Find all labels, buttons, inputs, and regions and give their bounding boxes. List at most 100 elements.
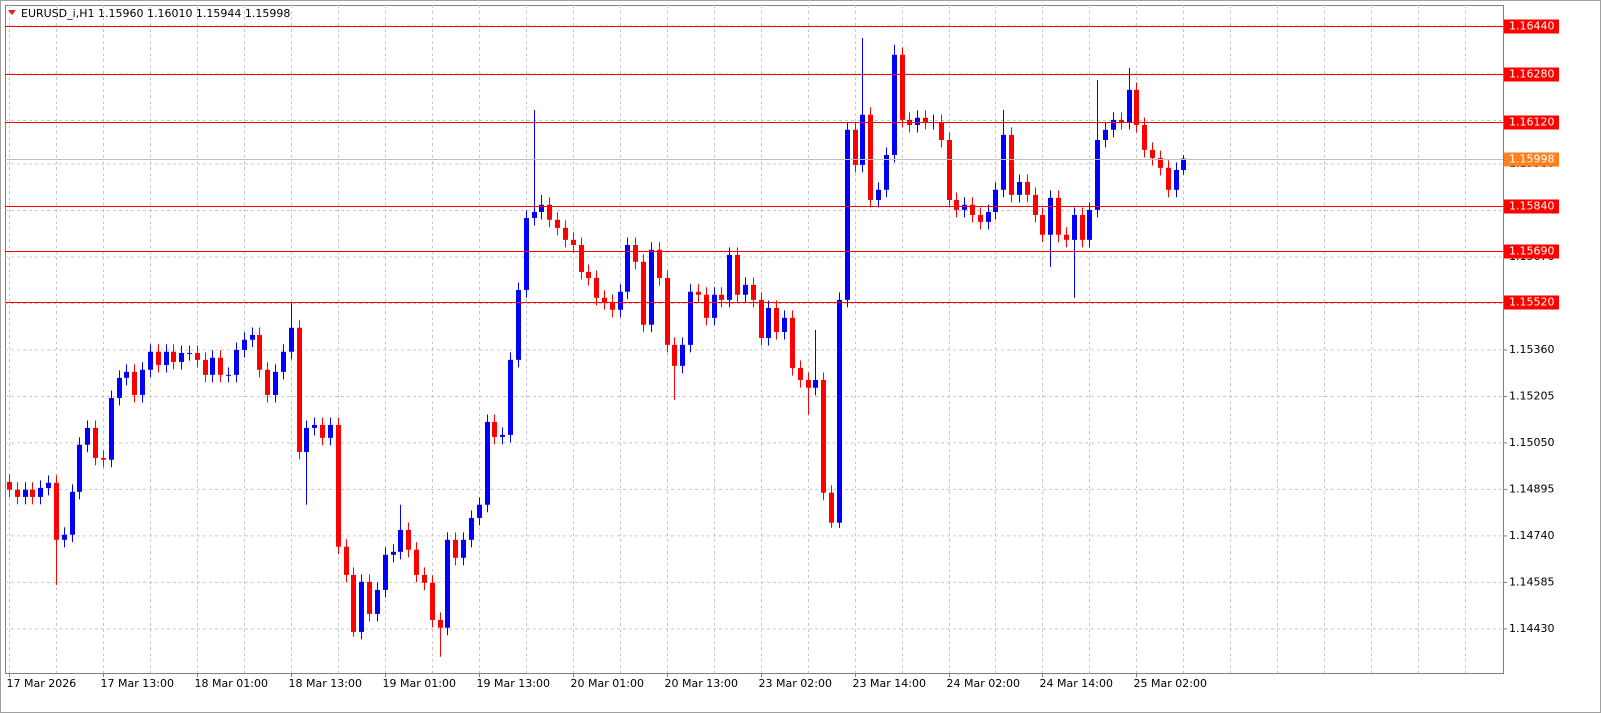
candle-body (1119, 119, 1124, 122)
menu-arrow[interactable] (8, 10, 16, 15)
candle-body (257, 334, 262, 370)
candle-body (477, 504, 482, 518)
candle-body (156, 351, 161, 365)
candle-body (164, 351, 169, 365)
candle-body (821, 379, 826, 493)
level-label: 1.16120 (1509, 116, 1555, 129)
candle-body (657, 249, 662, 278)
candle-body (962, 204, 967, 210)
candle-body (171, 351, 176, 362)
candle-body (618, 291, 623, 310)
candle-body (798, 367, 803, 380)
candle-body (132, 371, 137, 395)
candle-body (625, 244, 630, 292)
x-tick-label: 25 Mar 02:00 (1134, 677, 1207, 690)
candle-body (210, 357, 215, 375)
candle-body (1150, 149, 1155, 158)
candle-body (281, 351, 286, 372)
candle-body (1001, 134, 1006, 190)
y-tick-label: 1.14740 (1509, 529, 1555, 542)
candle-body (336, 424, 341, 547)
y-tick-label: 1.14895 (1509, 482, 1555, 495)
candle-body (939, 121, 944, 140)
candle-body (986, 211, 991, 222)
candle-body (453, 539, 458, 558)
candle-body (203, 359, 208, 375)
candle-body (1158, 157, 1163, 168)
level-label: 1.15690 (1509, 245, 1555, 258)
candle-body (892, 54, 897, 155)
candle-body (813, 379, 818, 388)
candle-body (884, 154, 889, 190)
axis-labels: 1.14430 1.14585 1.14740 1.14895 1.15050 1.152… (7, 19, 1559, 690)
candle-body (743, 284, 748, 295)
candle-body (978, 214, 983, 222)
candle-body (586, 271, 591, 278)
level-label: 1.15840 (1509, 200, 1555, 213)
level-label: 1.16440 (1509, 20, 1555, 33)
candle-body (117, 377, 122, 398)
y-tick-label: 1.15050 (1509, 436, 1555, 449)
candle-body (101, 457, 106, 460)
candle-body (77, 444, 82, 492)
candle-body (469, 517, 474, 540)
candle-body (414, 549, 419, 575)
candle-body (344, 546, 349, 575)
candle-body (719, 294, 724, 300)
candle-body (1166, 167, 1171, 190)
candle-body (406, 529, 411, 550)
level-label-box (1504, 115, 1559, 130)
candle-body (704, 294, 709, 318)
candle-body (1009, 134, 1014, 195)
x-tick-label: 20 Mar 01:00 (571, 677, 644, 690)
candle-body (1174, 169, 1179, 190)
candle-body (680, 344, 685, 366)
candle-body (532, 211, 537, 218)
candle-body (1103, 129, 1108, 140)
candle-body (516, 289, 521, 360)
candle-body (367, 581, 372, 614)
candle-body (547, 204, 552, 220)
candle-body (179, 352, 184, 362)
plot-frame (5, 5, 1504, 674)
candle-body (250, 334, 255, 340)
candle-body (398, 529, 403, 552)
candle-body (351, 574, 356, 632)
level-label-box (1504, 19, 1559, 34)
candle-body (782, 317, 787, 332)
candle-body (30, 489, 35, 497)
candle-body (876, 189, 881, 200)
candle-body (900, 54, 905, 120)
candle-body (571, 239, 576, 245)
candle-body (923, 117, 928, 122)
candle-body (672, 344, 677, 366)
candle-body (860, 114, 865, 165)
candles (7, 37, 1186, 657)
candle-body (62, 534, 67, 540)
candle-body (320, 424, 325, 438)
candle-body (383, 554, 388, 590)
candle-body (759, 299, 764, 338)
candle-body (1087, 209, 1092, 240)
candle-body (735, 254, 740, 295)
candle-body (328, 424, 333, 438)
candle-body (539, 204, 544, 212)
candle-body (845, 129, 850, 300)
candle-body (46, 482, 51, 488)
candle-body (774, 307, 779, 332)
candle-body (688, 291, 693, 345)
candle-body (1134, 89, 1139, 125)
candle-body (1095, 139, 1100, 210)
candle-body (297, 327, 302, 452)
x-tick-label: 23 Mar 02:00 (759, 677, 832, 690)
candle-body (641, 261, 646, 325)
candle-body (727, 254, 732, 300)
candle-body (665, 277, 670, 345)
x-tick-label: 18 Mar 01:00 (195, 677, 268, 690)
candle-body (1111, 119, 1116, 130)
candle-body (140, 369, 145, 395)
level-label-box (1504, 295, 1559, 310)
candle-body (15, 489, 20, 497)
candle-body (1072, 214, 1077, 240)
